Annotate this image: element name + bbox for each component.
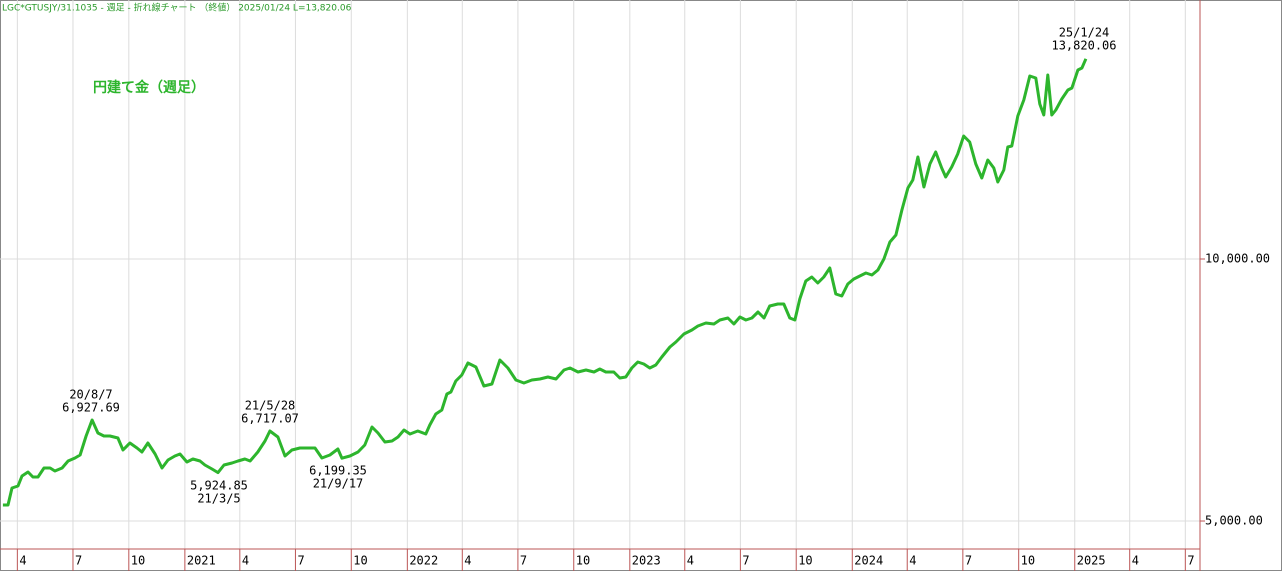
x-tick-label: 7 bbox=[742, 554, 749, 568]
x-tick-label: 2021 bbox=[187, 554, 216, 568]
caption: LGC*GTUSJY/31.1035 - 週足 - 折れ線チャート （終値） 2… bbox=[2, 2, 352, 14]
x-tick-label: 7 bbox=[520, 554, 527, 568]
annotation-date: 21/5/28 bbox=[245, 399, 296, 413]
x-tick-label: 4 bbox=[1132, 554, 1139, 568]
x-tick-label: 4 bbox=[19, 554, 26, 568]
x-tick-label: 4 bbox=[909, 554, 916, 568]
grid bbox=[0, 0, 1200, 549]
annotation-value: 13,820.06 bbox=[1051, 39, 1116, 53]
chart-title: 円建て金（週足） bbox=[93, 79, 205, 96]
x-tick-label: 2024 bbox=[854, 554, 883, 568]
x-tick-label: 7 bbox=[75, 554, 82, 568]
x-tick-label: 10 bbox=[131, 554, 145, 568]
annotation-value: 5,924.85 bbox=[190, 479, 248, 493]
annotation-value: 6,927.69 bbox=[62, 401, 120, 415]
x-tick-label: 2022 bbox=[409, 554, 438, 568]
annotation-value: 6,199.35 bbox=[309, 464, 367, 478]
annotation-date: 25/1/24 bbox=[1059, 26, 1110, 40]
x-tick-label: 7 bbox=[965, 554, 972, 568]
x-tick-label: 4 bbox=[242, 554, 249, 568]
x-tick-label: 7 bbox=[1187, 554, 1194, 568]
x-tick-label: 2025 bbox=[1077, 554, 1106, 568]
annotation-date: 20/8/7 bbox=[69, 388, 112, 402]
x-tick-label: 7 bbox=[297, 554, 304, 568]
annotation-date: 21/9/17 bbox=[313, 477, 364, 491]
x-tick-label: 10 bbox=[798, 554, 812, 568]
x-tick-label: 10 bbox=[1021, 554, 1035, 568]
x-tick-label: 4 bbox=[687, 554, 694, 568]
x-tick-label: 2023 bbox=[632, 554, 661, 568]
annotation-date: 21/3/5 bbox=[197, 492, 240, 506]
x-tick-label: 10 bbox=[576, 554, 590, 568]
y-tick-label: 10,000.00 bbox=[1205, 252, 1270, 266]
x-tick-label: 10 bbox=[353, 554, 367, 568]
price-line bbox=[2, 58, 1088, 507]
annotation-value: 6,717.07 bbox=[241, 412, 299, 426]
y-tick-label: 5,000.00 bbox=[1205, 514, 1263, 528]
x-tick-label: 4 bbox=[464, 554, 471, 568]
